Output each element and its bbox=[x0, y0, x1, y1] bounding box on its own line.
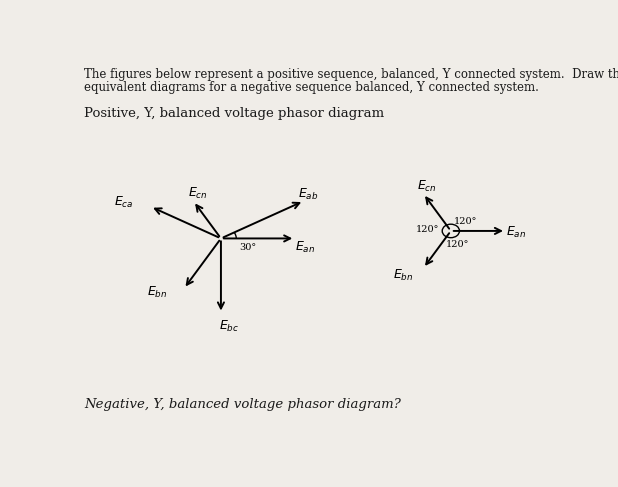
Text: $E_{bn}$: $E_{bn}$ bbox=[147, 285, 167, 300]
Text: $E_{bc}$: $E_{bc}$ bbox=[219, 319, 240, 334]
Text: 30°: 30° bbox=[239, 243, 256, 252]
Text: Positive, Y, balanced voltage phasor diagram: Positive, Y, balanced voltage phasor dia… bbox=[85, 107, 384, 120]
Text: $E_{an}$: $E_{an}$ bbox=[295, 240, 315, 255]
Text: Negative, Y, balanced voltage phasor diagram?: Negative, Y, balanced voltage phasor dia… bbox=[85, 398, 401, 411]
Text: $E_{an}$: $E_{an}$ bbox=[506, 225, 527, 241]
Text: $E_{bn}$: $E_{bn}$ bbox=[393, 267, 413, 282]
Text: $E_{ca}$: $E_{ca}$ bbox=[114, 195, 134, 210]
Text: The figures below represent a positive sequence, balanced, Y connected system.  : The figures below represent a positive s… bbox=[85, 68, 618, 81]
Text: 120°: 120° bbox=[446, 240, 469, 249]
Text: equivalent diagrams for a negative sequence balanced, Y connected system.: equivalent diagrams for a negative seque… bbox=[85, 81, 540, 94]
Text: $E_{cn}$: $E_{cn}$ bbox=[417, 179, 437, 194]
Text: $E_{ab}$: $E_{ab}$ bbox=[298, 187, 319, 202]
Text: 120°: 120° bbox=[454, 217, 477, 226]
Text: $E_{cn}$: $E_{cn}$ bbox=[188, 186, 208, 201]
Text: 120°: 120° bbox=[416, 225, 439, 234]
